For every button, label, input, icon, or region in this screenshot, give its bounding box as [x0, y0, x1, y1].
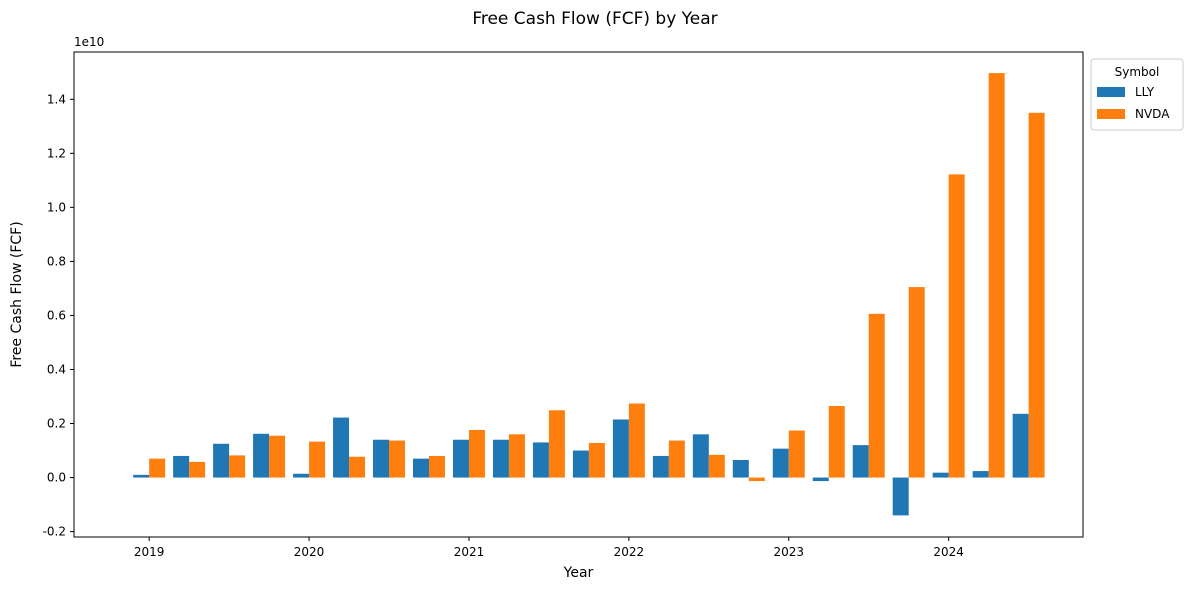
bar-lly-21 — [972, 471, 989, 478]
x-tick-label: 2022 — [614, 545, 645, 559]
bar-lly-17 — [812, 477, 829, 482]
bar-lly-16 — [772, 448, 789, 478]
bar-nvda-5 — [349, 456, 366, 478]
bar-nvda-13 — [668, 440, 685, 478]
x-axis: 2019 2020 2021 2022 2023 2024 — [134, 537, 964, 559]
bar-lly-11 — [572, 450, 589, 478]
bar-lly-14 — [692, 434, 709, 478]
bar-nvda-7 — [428, 455, 445, 478]
y-tick-label: 0.6 — [47, 308, 66, 322]
chart-title: Free Cash Flow (FCF) by Year — [472, 9, 717, 29]
x-tick-label: 2019 — [134, 545, 165, 559]
bar-nvda-20 — [948, 174, 965, 478]
bar-lly-7 — [413, 458, 429, 478]
bar-lly-20 — [932, 472, 949, 478]
bar-lly-0 — [133, 474, 150, 478]
y-tick-label: 1.2 — [47, 146, 66, 160]
bar-nvda-0 — [149, 458, 166, 478]
y-tick-label: 1.4 — [47, 92, 66, 106]
bar-nvda-4 — [309, 441, 326, 478]
bar-lly-9 — [492, 439, 509, 478]
legend: Symbol LLY NVDA — [1090, 58, 1184, 131]
bar-nvda-6 — [389, 440, 405, 478]
x-tick-label: 2024 — [933, 545, 964, 559]
bar-lly-1 — [173, 455, 190, 478]
y-tick-label: 1.0 — [47, 200, 66, 214]
bar-lly-8 — [452, 439, 469, 478]
bars-group — [133, 73, 1045, 516]
bar-nvda-1 — [189, 461, 206, 478]
bar-nvda-11 — [588, 442, 605, 478]
bar-lly-18 — [852, 445, 869, 478]
bar-nvda-15 — [748, 477, 765, 482]
y-tick-label: 0.2 — [47, 417, 66, 431]
bar-lly-2 — [213, 443, 230, 478]
x-tick-label: 2021 — [454, 545, 485, 559]
y-tick-label: 0.8 — [47, 254, 66, 268]
bar-nvda-9 — [508, 434, 525, 478]
bar-lly-13 — [652, 455, 669, 478]
x-tick-label: 2020 — [294, 545, 325, 559]
bar-nvda-19 — [908, 287, 925, 478]
bar-lly-15 — [732, 459, 749, 478]
bar-nvda-22 — [1028, 112, 1045, 478]
bar-nvda-14 — [708, 454, 725, 478]
legend-label-lly: LLY — [1135, 85, 1155, 99]
y-tick-label: 0.4 — [47, 362, 66, 376]
y-tick-label: -0.2 — [43, 525, 66, 539]
bar-nvda-10 — [548, 410, 565, 478]
x-tick-label: 2023 — [774, 545, 805, 559]
bar-lly-22 — [1012, 413, 1029, 478]
bar-nvda-2 — [229, 455, 246, 478]
y-tick-label: 0.0 — [47, 471, 66, 485]
bar-lly-3 — [253, 433, 270, 478]
bar-lly-12 — [612, 419, 629, 478]
bar-lly-5 — [333, 417, 350, 478]
x-axis-label: Year — [563, 565, 594, 581]
bar-nvda-18 — [868, 313, 885, 478]
y-axis: -0.2 0.0 0.2 0.4 0.6 0.8 1.0 1.2 1.4 — [43, 92, 74, 539]
legend-swatch-lly — [1097, 87, 1125, 97]
bar-nvda-3 — [269, 435, 286, 478]
bar-nvda-8 — [468, 430, 485, 478]
legend-label-nvda: NVDA — [1135, 107, 1170, 121]
bar-nvda-12 — [628, 403, 645, 478]
bar-lly-10 — [532, 442, 549, 478]
bar-nvda-21 — [988, 73, 1005, 478]
plot-frame — [73, 51, 1084, 538]
bar-lly-6 — [373, 439, 390, 478]
legend-swatch-nvda — [1097, 109, 1125, 119]
bar-lly-19 — [892, 477, 909, 516]
y-offset-label: 1e10 — [74, 35, 104, 49]
y-axis-label: Free Cash Flow (FCF) — [9, 221, 25, 367]
legend-title: Symbol — [1115, 65, 1160, 79]
bar-nvda-16 — [788, 430, 805, 478]
bar-lly-4 — [293, 473, 310, 478]
bar-nvda-17 — [828, 405, 845, 478]
